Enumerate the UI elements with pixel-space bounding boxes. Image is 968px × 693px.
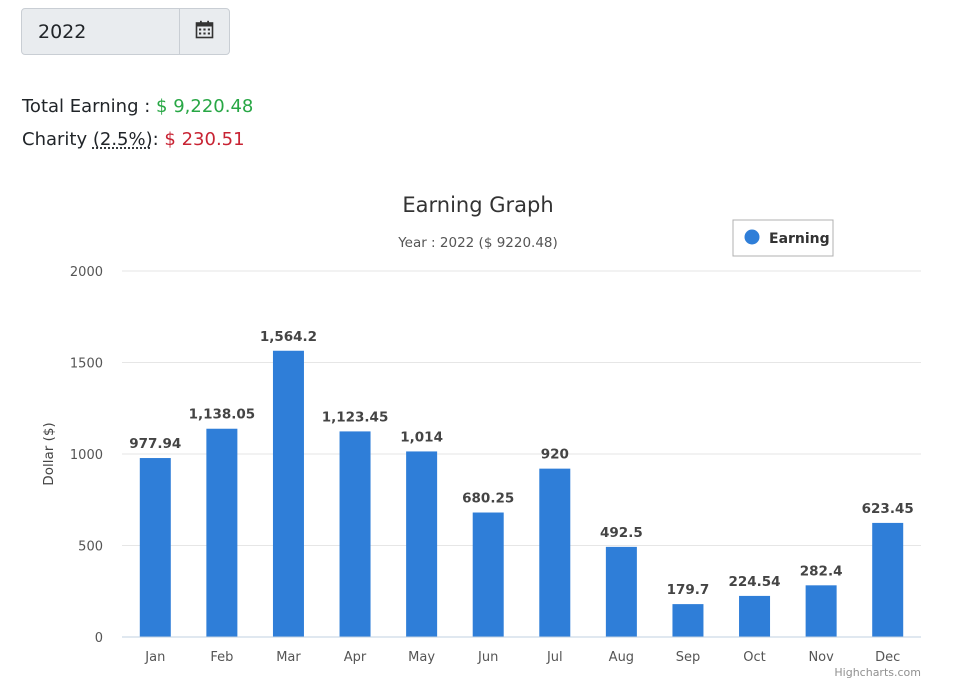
total-earning-value: $ 9,220.48 (156, 96, 254, 117)
bar-mar[interactable] (272, 350, 304, 637)
chart-legend[interactable]: Earning (732, 219, 834, 257)
x-tick-label: Sep (676, 650, 701, 665)
data-labels: 977.94 1,138.05 1,564.2 1,123.45 1,014 680.25… (129, 329, 914, 598)
earning-chart: Earning Graph Year : 2022 ($ 9220.48) Ea… (41, 193, 921, 679)
data-label: 282.4 (800, 563, 843, 579)
y-tick-label: 0 (95, 631, 103, 646)
legend-marker (744, 229, 760, 245)
earning-summary: Total Earning : $ 9,220.48 Charity (2.5%… (22, 90, 253, 156)
data-label: 492.5 (600, 525, 643, 541)
data-label: 977.94 (129, 436, 181, 452)
bar-oct[interactable] (739, 595, 771, 637)
bar-jun[interactable] (472, 512, 504, 637)
charity-label: Charity (22, 129, 93, 150)
legend-label: Earning (769, 231, 830, 247)
data-label: 1,564.2 (260, 329, 317, 345)
data-label: 1,138.05 (189, 407, 256, 423)
y-tick-label: 1500 (70, 357, 103, 372)
bar-feb[interactable] (206, 428, 238, 637)
total-earning-label: Total Earning (22, 96, 139, 117)
charity-row: Charity (2.5%): $ 230.51 (22, 123, 253, 156)
y-tick-label: 500 (78, 540, 103, 555)
chart-title: Earning Graph (402, 193, 553, 217)
x-tick-label: Aug (609, 650, 634, 665)
bar-dec[interactable] (872, 522, 904, 637)
calendar-icon (195, 20, 214, 43)
y-axis-ticks: 0 500 1000 1500 2000 (70, 265, 103, 646)
x-tick-label: Mar (276, 650, 301, 665)
data-label: 1,123.45 (322, 409, 389, 425)
charity-rate[interactable]: (2.5%) (92, 129, 153, 150)
y-tick-label: 1000 (70, 448, 103, 463)
x-tick-label: Feb (210, 650, 233, 665)
total-earning-separator: : (138, 96, 157, 117)
bar-jul[interactable] (539, 468, 571, 637)
bar-sep[interactable] (672, 604, 704, 637)
y-axis-title: Dollar ($) (41, 422, 57, 485)
data-label: 179.7 (667, 582, 710, 598)
bar-aug[interactable] (605, 546, 637, 637)
data-label: 224.54 (728, 574, 780, 590)
x-tick-label: Jan (144, 650, 165, 665)
x-axis-ticks: Jan Feb Mar Apr May Jun Jul Aug Sep Oct Nov Dec (144, 650, 900, 665)
chart-subtitle: Year : 2022 ($ 9220.48) (397, 235, 558, 251)
year-picker (21, 8, 230, 55)
data-label: 623.45 (862, 501, 914, 517)
y-tick-label: 2000 (70, 265, 103, 280)
y-gridlines (122, 270, 921, 546)
x-tick-label: Oct (743, 650, 765, 665)
bar-nov[interactable] (805, 585, 837, 637)
x-tick-label: Jun (477, 650, 498, 665)
total-earning-row: Total Earning : $ 9,220.48 (22, 90, 253, 123)
x-tick-label: Apr (344, 650, 367, 665)
data-label: 680.25 (462, 491, 514, 507)
x-tick-label: Jul (546, 650, 563, 665)
x-tick-label: Dec (875, 650, 900, 665)
data-label: 920 (541, 447, 569, 463)
bar-apr[interactable] (339, 431, 371, 637)
bars (139, 350, 904, 637)
charity-separator: : (152, 129, 165, 150)
charity-value: $ 230.51 (164, 129, 245, 150)
chart-credits[interactable]: Highcharts.com (834, 666, 921, 679)
x-tick-label: May (408, 650, 435, 665)
data-label: 1,014 (400, 429, 443, 445)
year-input[interactable] (22, 9, 179, 54)
x-tick-label: Nov (808, 650, 834, 665)
calendar-button[interactable] (179, 9, 229, 54)
bar-may[interactable] (406, 451, 438, 637)
bar-jan[interactable] (139, 458, 171, 637)
